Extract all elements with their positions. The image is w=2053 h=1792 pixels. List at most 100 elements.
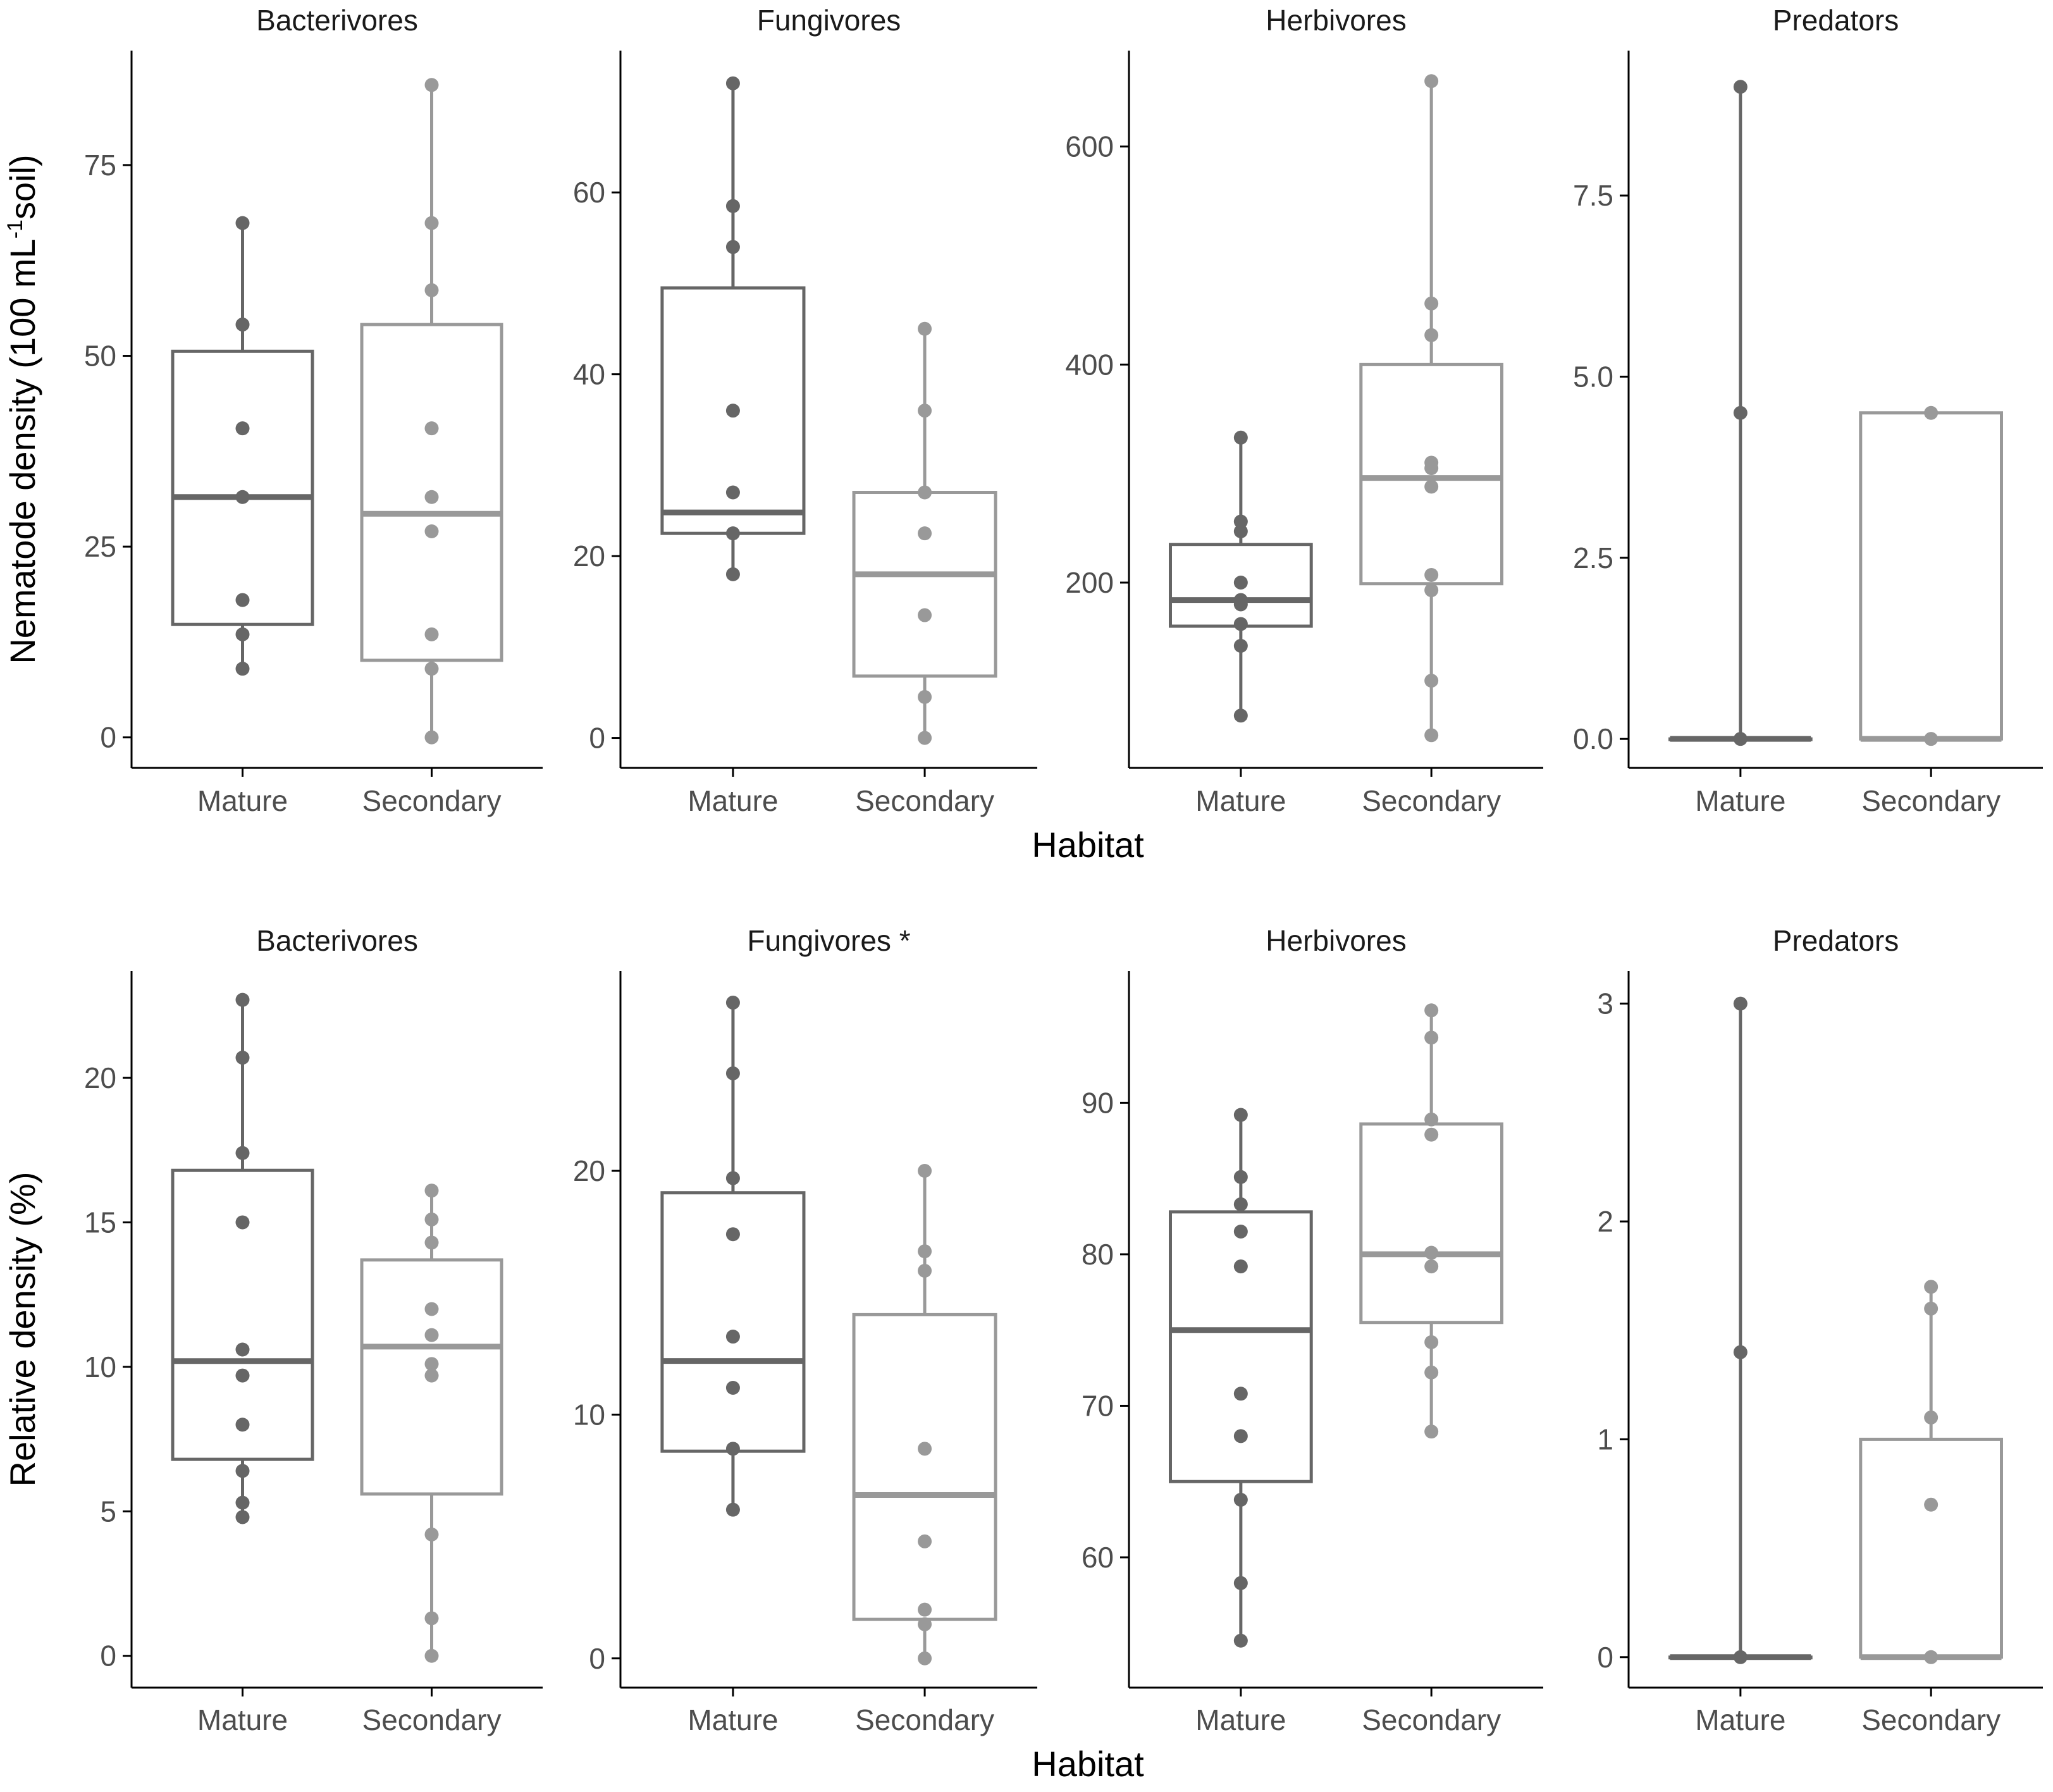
data-point bbox=[918, 1602, 932, 1617]
data-point bbox=[235, 627, 250, 641]
y-axis-title-part: Nematode density (100 mL bbox=[3, 238, 42, 664]
data-point bbox=[1424, 1259, 1439, 1274]
data-point bbox=[918, 608, 932, 622]
box-group-secondary bbox=[360, 1183, 503, 1663]
data-point bbox=[1924, 1301, 1939, 1316]
box-group-mature bbox=[660, 76, 806, 581]
data-point bbox=[235, 1215, 250, 1230]
y-tick-label: 5.0 bbox=[1573, 360, 1613, 393]
box-group-secondary bbox=[852, 1164, 997, 1665]
y-tick-label: 0 bbox=[100, 721, 116, 754]
x-tick-label: Secondary bbox=[855, 784, 994, 817]
data-point bbox=[424, 1611, 439, 1626]
data-point bbox=[1424, 1424, 1439, 1439]
data-point bbox=[424, 1357, 439, 1371]
box-group-mature bbox=[1668, 996, 1813, 1664]
data-point bbox=[918, 404, 932, 418]
data-point bbox=[235, 1342, 250, 1357]
data-point bbox=[1233, 1259, 1248, 1274]
data-point bbox=[1424, 583, 1439, 598]
y-tick-label: 20 bbox=[84, 1061, 116, 1094]
box-iqr bbox=[171, 1168, 314, 1461]
data-point bbox=[918, 1264, 932, 1278]
data-point bbox=[235, 992, 250, 1007]
data-point bbox=[1233, 576, 1248, 590]
y-axis-title-part: -1 bbox=[3, 219, 27, 238]
data-point bbox=[1233, 1108, 1248, 1122]
data-point bbox=[1233, 597, 1248, 612]
data-point bbox=[725, 1380, 740, 1395]
data-point bbox=[235, 1464, 250, 1478]
box-iqr bbox=[852, 1313, 997, 1621]
y-tick-label: 40 bbox=[573, 358, 605, 391]
data-point bbox=[424, 1368, 439, 1383]
data-point bbox=[1233, 708, 1248, 723]
x-tick-label: Secondary bbox=[855, 1703, 994, 1736]
y-tick-label: 200 bbox=[1065, 566, 1114, 599]
data-point bbox=[918, 1442, 932, 1456]
x-tick-label: Mature bbox=[1195, 1703, 1286, 1736]
box-group-secondary bbox=[1359, 1003, 1504, 1439]
facet-panel-bacterivores: Bacterivores 0 25 50 75 Mature Secondary bbox=[84, 4, 543, 817]
data-point bbox=[725, 240, 740, 254]
data-point bbox=[235, 1051, 250, 1065]
box-group-secondary bbox=[852, 321, 997, 745]
data-point bbox=[235, 662, 250, 676]
y-tick-label: 400 bbox=[1065, 348, 1114, 381]
data-point bbox=[1424, 674, 1439, 688]
data-point bbox=[235, 216, 250, 230]
data-point bbox=[424, 216, 439, 230]
data-point bbox=[1233, 638, 1248, 653]
facet-panel-herbivores: Herbivores 200 400 600 Mature Secondary bbox=[1065, 4, 1543, 817]
y-tick-label: 10 bbox=[84, 1350, 116, 1383]
box-group-secondary bbox=[1859, 405, 2004, 746]
x-axis-title: Habitat bbox=[1032, 1744, 1144, 1784]
data-point bbox=[918, 1534, 932, 1548]
x-tick-label: Mature bbox=[197, 1703, 288, 1736]
panel-title: Fungivores bbox=[757, 4, 901, 37]
data-point bbox=[725, 1066, 740, 1080]
y-tick-label: 2 bbox=[1597, 1205, 1613, 1238]
data-point bbox=[235, 490, 250, 504]
data-point bbox=[235, 1495, 250, 1510]
data-point bbox=[725, 1330, 740, 1344]
data-point bbox=[424, 490, 439, 504]
panel-title: Bacterivores bbox=[256, 4, 418, 37]
data-point bbox=[1924, 405, 1939, 420]
data-point bbox=[725, 567, 740, 581]
data-point bbox=[1424, 1127, 1439, 1142]
y-tick-label: 10 bbox=[573, 1398, 605, 1431]
data-point bbox=[424, 1648, 439, 1663]
data-point bbox=[235, 1146, 250, 1160]
facet-panel-predators: Predators 0 1 2 3 Mature Secondary bbox=[1597, 924, 2043, 1736]
data-point bbox=[424, 1183, 439, 1198]
data-point bbox=[1233, 1197, 1248, 1211]
data-point bbox=[1233, 514, 1248, 529]
box-iqr bbox=[852, 491, 997, 678]
facet-panel-bacterivores: Bacterivores 0 5 10 15 20 Mature Secondary bbox=[84, 924, 543, 1736]
data-point bbox=[1424, 1335, 1439, 1349]
data-point bbox=[918, 321, 932, 336]
y-tick-label: 0 bbox=[589, 722, 605, 755]
data-point bbox=[1424, 1030, 1439, 1045]
data-point bbox=[1233, 617, 1248, 631]
box-group-mature bbox=[1169, 430, 1313, 723]
y-axis-title-part: Relative density (%) bbox=[3, 1172, 42, 1487]
data-point bbox=[1424, 74, 1439, 89]
data-point bbox=[1924, 1410, 1939, 1424]
data-point bbox=[918, 731, 932, 745]
data-point bbox=[424, 1212, 439, 1227]
data-point bbox=[918, 1244, 932, 1259]
y-tick-label: 60 bbox=[573, 176, 605, 209]
y-tick-label: 25 bbox=[84, 530, 116, 563]
box-group-secondary bbox=[1859, 1280, 2004, 1664]
data-point bbox=[235, 593, 250, 607]
box-group-secondary bbox=[360, 78, 503, 745]
data-point bbox=[235, 421, 250, 436]
data-point bbox=[1424, 461, 1439, 476]
box-iqr bbox=[1359, 1122, 1504, 1325]
data-point bbox=[1424, 1003, 1439, 1018]
y-tick-label: 7.5 bbox=[1573, 179, 1613, 212]
